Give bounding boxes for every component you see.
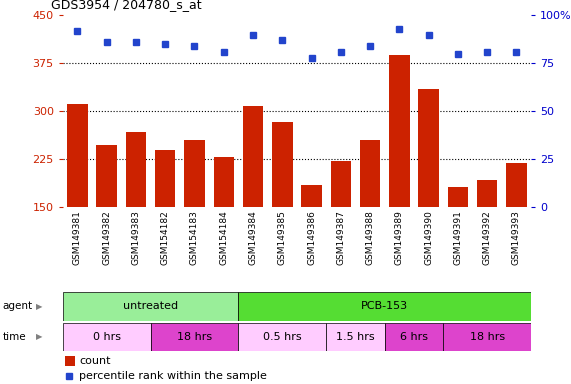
Bar xyxy=(331,161,351,303)
Text: PCB-153: PCB-153 xyxy=(361,301,408,311)
Text: GSM149390: GSM149390 xyxy=(424,210,433,265)
Bar xyxy=(448,187,468,303)
Text: GSM149381: GSM149381 xyxy=(73,210,82,265)
Bar xyxy=(239,323,326,351)
Text: GDS3954 / 204780_s_at: GDS3954 / 204780_s_at xyxy=(51,0,202,12)
Bar xyxy=(506,162,526,303)
Bar xyxy=(63,292,239,321)
Text: GSM149385: GSM149385 xyxy=(278,210,287,265)
Text: 0 hrs: 0 hrs xyxy=(93,332,120,342)
Bar xyxy=(389,55,409,303)
Text: GSM149388: GSM149388 xyxy=(365,210,375,265)
Text: GSM154183: GSM154183 xyxy=(190,210,199,265)
Text: GSM154182: GSM154182 xyxy=(160,210,170,265)
Text: ▶: ▶ xyxy=(36,302,42,311)
Bar xyxy=(184,140,205,303)
Text: GSM149384: GSM149384 xyxy=(248,210,258,265)
Text: 18 hrs: 18 hrs xyxy=(469,332,505,342)
Bar xyxy=(214,157,234,303)
Text: untreated: untreated xyxy=(123,301,178,311)
Text: GSM154184: GSM154184 xyxy=(219,210,228,265)
Text: 6 hrs: 6 hrs xyxy=(400,332,428,342)
Bar xyxy=(155,150,175,303)
Bar xyxy=(477,180,497,303)
Text: agent: agent xyxy=(3,301,33,311)
Text: GSM149383: GSM149383 xyxy=(131,210,140,265)
Bar xyxy=(96,145,117,303)
Bar xyxy=(63,323,151,351)
Bar xyxy=(239,292,531,321)
Bar xyxy=(243,106,263,303)
Bar xyxy=(67,104,88,303)
Text: GSM149392: GSM149392 xyxy=(482,210,492,265)
Text: percentile rank within the sample: percentile rank within the sample xyxy=(79,371,267,381)
Text: 18 hrs: 18 hrs xyxy=(177,332,212,342)
Bar xyxy=(301,185,322,303)
Bar xyxy=(419,89,439,303)
Text: time: time xyxy=(3,332,26,342)
Bar xyxy=(360,139,380,303)
Bar xyxy=(326,323,385,351)
Bar xyxy=(65,356,75,366)
Text: GSM149389: GSM149389 xyxy=(395,210,404,265)
Text: count: count xyxy=(79,356,111,366)
Bar xyxy=(385,323,443,351)
Text: ▶: ▶ xyxy=(36,333,42,341)
Bar xyxy=(443,323,531,351)
Text: GSM149382: GSM149382 xyxy=(102,210,111,265)
Text: GSM149391: GSM149391 xyxy=(453,210,463,265)
Text: GSM149387: GSM149387 xyxy=(336,210,345,265)
Bar xyxy=(151,323,239,351)
Text: GSM149393: GSM149393 xyxy=(512,210,521,265)
Text: GSM149386: GSM149386 xyxy=(307,210,316,265)
Text: 1.5 hrs: 1.5 hrs xyxy=(336,332,375,342)
Bar xyxy=(272,122,292,303)
Text: 0.5 hrs: 0.5 hrs xyxy=(263,332,301,342)
Bar xyxy=(126,132,146,303)
